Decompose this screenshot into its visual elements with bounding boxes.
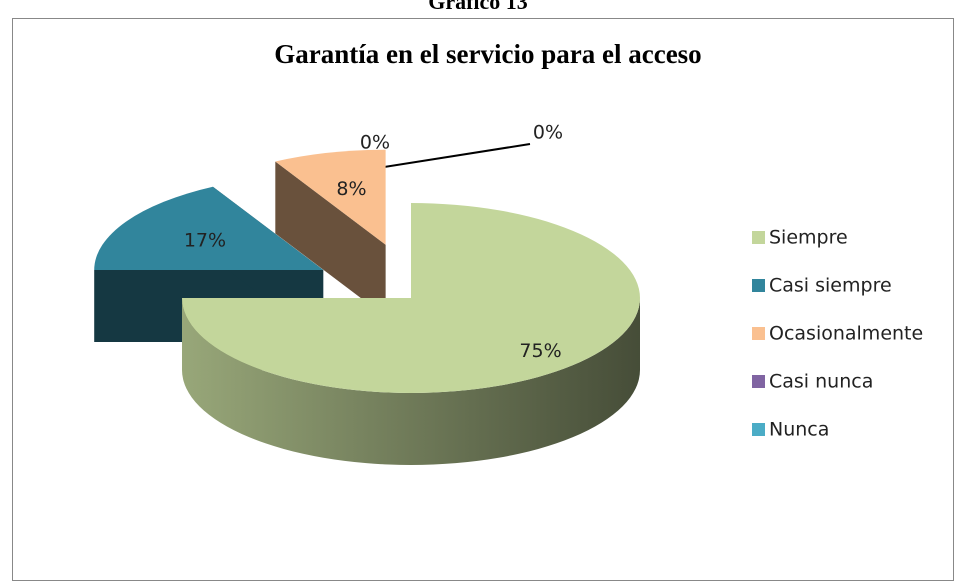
legend-label: Ocasionalmente bbox=[769, 323, 923, 345]
legend-label: Casi nunca bbox=[769, 371, 873, 393]
legend-swatch bbox=[752, 423, 765, 436]
data-label: 17% bbox=[184, 229, 226, 251]
leader-line bbox=[377, 143, 531, 169]
legend-swatch bbox=[752, 231, 765, 244]
legend-label: Siempre bbox=[769, 227, 848, 249]
legend-swatch bbox=[752, 375, 765, 388]
legend-label: Casi siempre bbox=[769, 275, 892, 297]
data-label: 0% bbox=[360, 132, 390, 154]
figure-header: Gráfico 13 bbox=[428, 0, 528, 14]
data-label: 8% bbox=[336, 178, 366, 200]
legend-label: Nunca bbox=[769, 419, 829, 441]
legend-swatch bbox=[752, 327, 765, 340]
legend-swatch bbox=[752, 279, 765, 292]
data-label: 0% bbox=[533, 122, 563, 144]
chart-title: Garantía en el servicio para el acceso bbox=[274, 39, 701, 69]
slice-side bbox=[275, 161, 386, 317]
pie-slice bbox=[94, 186, 324, 270]
pie-slice bbox=[182, 203, 640, 393]
pie-slice bbox=[275, 149, 386, 245]
data-label: 75% bbox=[519, 340, 561, 362]
slice-wall bbox=[182, 298, 640, 465]
